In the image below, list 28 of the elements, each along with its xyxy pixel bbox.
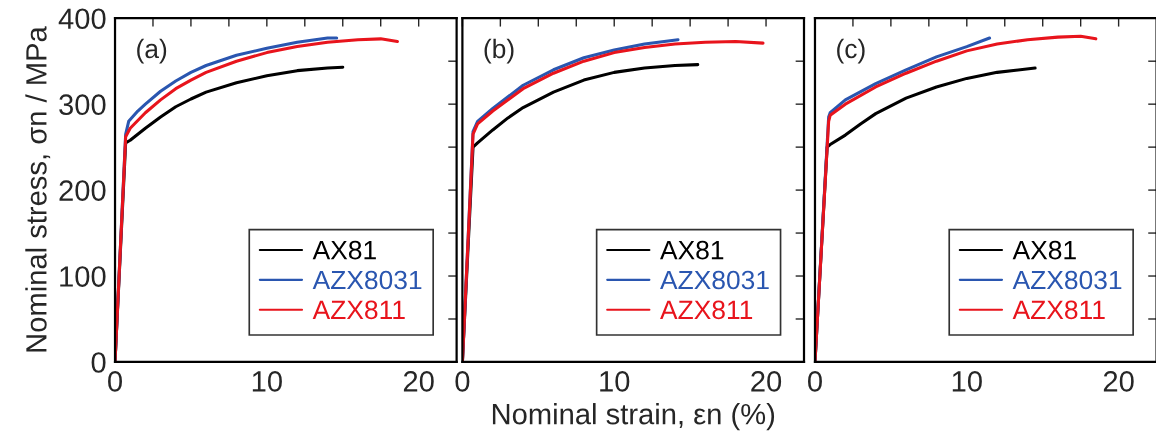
x-axis-title: Nominal strain, εn (%) <box>492 403 775 431</box>
y-tick-label: 100 <box>60 266 106 287</box>
x-tick-label: 10 <box>952 371 982 392</box>
legend-label: AZX811 <box>1012 300 1105 320</box>
x-tick-label: 0 <box>108 371 122 392</box>
legend-label: AX81 <box>1012 240 1076 260</box>
legend-label: AZX8031 <box>312 270 422 290</box>
x-tick-label: 20 <box>403 371 434 392</box>
y-tick-label: 200 <box>59 180 106 201</box>
annotation: (a) <box>137 38 167 64</box>
x-tick-label: 20 <box>751 371 782 392</box>
legend-label: AX81 <box>312 240 376 260</box>
y-tick-label: 400 <box>58 8 106 30</box>
legend-label: AX81 <box>660 240 724 260</box>
annotation: (c) <box>837 38 865 64</box>
legend-label: AZX811 <box>660 300 753 320</box>
y-tick-label: 0 <box>91 352 106 373</box>
x-tick-label: 10 <box>252 371 282 392</box>
annotation: (b) <box>484 38 514 64</box>
x-tick-label: 0 <box>808 371 822 392</box>
x-tick-label: 0 <box>455 371 470 392</box>
y-axis-title: Nominal stress, σn / MPa <box>25 26 51 352</box>
y-tick-label: 300 <box>59 94 106 116</box>
legend-label: AZX8031 <box>660 270 769 290</box>
legend-label: AZX811 <box>312 300 405 320</box>
legend-label: AZX8031 <box>1012 270 1122 290</box>
x-tick-label: 10 <box>600 371 630 392</box>
x-tick-label: 20 <box>1103 371 1134 392</box>
